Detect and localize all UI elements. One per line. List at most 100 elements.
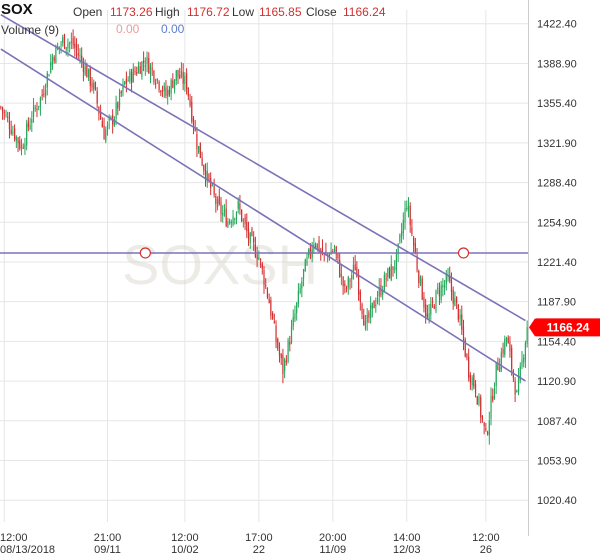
candle-body bbox=[430, 303, 432, 315]
x-tick-label: 21:00 bbox=[94, 532, 122, 544]
candle-body bbox=[368, 312, 370, 318]
candle-body bbox=[400, 231, 403, 237]
candle-body bbox=[165, 87, 167, 96]
candle-body bbox=[74, 43, 76, 48]
candle-body bbox=[466, 354, 468, 358]
candle-body bbox=[17, 137, 19, 144]
candle-body bbox=[275, 325, 277, 343]
candle-body bbox=[474, 384, 477, 394]
candle-body bbox=[392, 266, 394, 271]
candle-body bbox=[31, 119, 33, 123]
candle-body bbox=[284, 359, 286, 371]
candle-body bbox=[201, 157, 203, 166]
candle-body bbox=[394, 267, 396, 269]
candle-body bbox=[495, 362, 497, 387]
trend-lines[interactable] bbox=[0, 14, 528, 382]
candle-body bbox=[146, 56, 148, 64]
volume-label[interactable]: Volume (9) bbox=[1, 23, 60, 37]
candle-body bbox=[476, 396, 478, 405]
candle-body bbox=[459, 314, 461, 319]
candle-body bbox=[26, 123, 28, 146]
y-tick-label: 1120.90 bbox=[537, 376, 576, 388]
symbol-label[interactable]: SOX bbox=[1, 1, 33, 18]
candle-body bbox=[172, 80, 174, 88]
high-value: 1176.72 bbox=[187, 5, 230, 19]
candle-body bbox=[342, 277, 344, 287]
candle-body bbox=[270, 300, 272, 316]
candle-body bbox=[216, 199, 219, 208]
candle-body bbox=[314, 246, 317, 248]
candle-body bbox=[280, 353, 282, 358]
candle-body bbox=[173, 79, 176, 90]
candle-body bbox=[416, 256, 418, 270]
candle-body bbox=[419, 276, 422, 285]
channel-lower-line bbox=[0, 48, 526, 382]
candle-body bbox=[442, 284, 444, 288]
candle-body bbox=[263, 270, 265, 286]
candle-body bbox=[51, 56, 54, 66]
candle-body bbox=[425, 304, 427, 317]
candle-body bbox=[87, 68, 90, 78]
candle-body bbox=[15, 136, 17, 141]
candle-body bbox=[486, 432, 489, 434]
candle-body bbox=[514, 381, 516, 395]
candle-body bbox=[333, 249, 336, 251]
candle-body bbox=[120, 91, 122, 94]
candle-body bbox=[134, 70, 136, 73]
candle-body bbox=[297, 290, 299, 304]
candle-body bbox=[127, 80, 129, 82]
candle-body bbox=[247, 228, 250, 240]
candle-body bbox=[36, 108, 38, 111]
candle-body bbox=[100, 113, 102, 119]
y-tick-label: 1355.40 bbox=[537, 98, 577, 110]
y-tick-label: 1221.40 bbox=[537, 257, 577, 269]
candle-body bbox=[89, 67, 91, 86]
candle-body bbox=[191, 101, 193, 122]
candle-body bbox=[259, 259, 262, 261]
candle-body bbox=[180, 71, 183, 77]
candle-body bbox=[79, 55, 81, 57]
candle-body bbox=[497, 364, 499, 371]
candle-body bbox=[426, 314, 428, 318]
y-tick-label: 1187.90 bbox=[537, 297, 576, 309]
y-tick-label: 1087.40 bbox=[537, 416, 577, 428]
candle-body bbox=[421, 278, 423, 300]
candle-body bbox=[285, 360, 287, 363]
candle-body bbox=[254, 244, 257, 257]
candle-body bbox=[170, 80, 172, 94]
candle-body bbox=[388, 267, 391, 279]
candle-body bbox=[390, 264, 392, 280]
candle-body bbox=[122, 83, 124, 92]
candle-body bbox=[189, 98, 191, 106]
volume-value-a: 0.00 bbox=[116, 22, 140, 36]
candle-body bbox=[234, 218, 236, 220]
candle-body bbox=[488, 420, 490, 436]
candle-body bbox=[48, 74, 50, 77]
last-price-label: 1166.24 bbox=[547, 320, 590, 334]
candle-body bbox=[523, 357, 525, 363]
candle-body bbox=[302, 269, 305, 279]
x-tick-label: 12:00 bbox=[171, 532, 199, 544]
open-value: 1173.26 bbox=[110, 5, 153, 19]
candle-body bbox=[516, 390, 518, 393]
candle-body bbox=[60, 44, 62, 46]
candle-body bbox=[318, 240, 320, 253]
candle-body bbox=[14, 128, 16, 140]
horizontal-line-handle bbox=[139, 247, 151, 259]
candle-body bbox=[8, 120, 11, 130]
candle-body bbox=[167, 89, 169, 97]
candle-body bbox=[301, 281, 303, 289]
candle-body bbox=[153, 71, 155, 82]
candle-body bbox=[449, 275, 451, 281]
candle-body bbox=[101, 120, 103, 128]
candle-body bbox=[129, 71, 131, 82]
candle-body bbox=[118, 91, 121, 108]
candle-body bbox=[347, 277, 349, 288]
y-tick-label: 1254.90 bbox=[537, 217, 577, 229]
candle-body bbox=[387, 268, 389, 278]
candle-body bbox=[411, 227, 413, 234]
x-tick-label: 12/03 bbox=[393, 544, 421, 556]
candle-body bbox=[58, 46, 60, 48]
candle-body bbox=[86, 65, 88, 78]
